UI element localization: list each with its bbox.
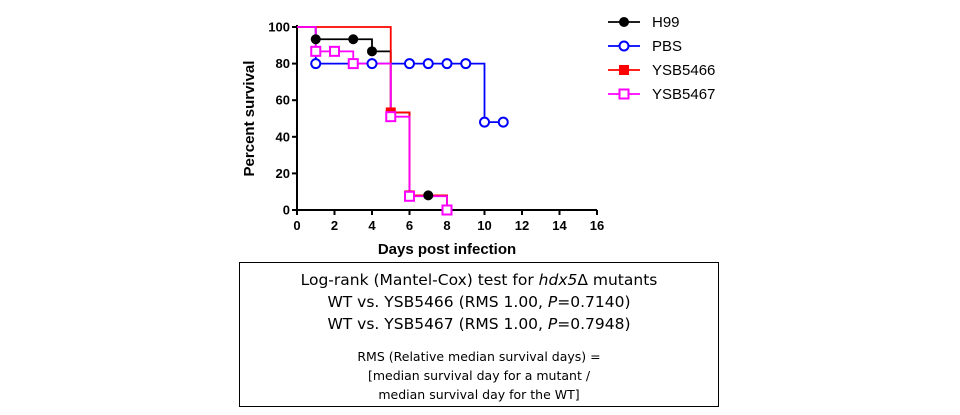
legend-label-ysb5466: YSB5466 <box>652 62 715 79</box>
stats-title-gene: hdx5 <box>538 271 578 289</box>
y-tick-label: 40 <box>276 129 290 144</box>
legend-marker-h99 <box>619 17 629 27</box>
data-point-pbs <box>441 58 453 70</box>
stats-row2-p: P <box>547 315 558 333</box>
data-point-pbs <box>404 58 415 70</box>
y-tick-label: 0 <box>283 203 290 218</box>
series-line-pbs <box>297 26 504 124</box>
rms-definition-line2: [median survival day for a mutant / <box>367 368 591 383</box>
x-tick-label: 2 <box>331 218 338 233</box>
data-point-pbs <box>310 58 322 70</box>
statistics-box: Log-rank (Mantel-Cox) test for hdx5Δ mut… <box>239 262 719 407</box>
stats-row-ysb5467: WT vs. YSB5467 (RMS 1.00, P=0.7948) <box>240 313 718 335</box>
x-tick-label: 16 <box>590 218 604 233</box>
data-point-ysb5467 <box>329 45 340 57</box>
stats-title: Log-rank (Mantel-Cox) test for hdx5Δ mut… <box>240 269 718 291</box>
y-tick-label: 20 <box>276 166 290 181</box>
legend-marker-ysb5467 <box>618 88 630 100</box>
data-point-ysb5467 <box>441 204 453 216</box>
data-point-ysb5467 <box>347 58 359 70</box>
x-tick-label: 10 <box>477 218 491 233</box>
data-point-pbs <box>460 58 472 70</box>
data-point-ysb5467 <box>310 45 322 57</box>
legend-label-h99: H99 <box>652 14 680 31</box>
data-point-pbs <box>479 116 490 128</box>
stats-title-suffix: Δ mutants <box>577 271 658 289</box>
x-tick-label: 12 <box>515 218 529 233</box>
data-point-h99 <box>348 34 359 45</box>
data-point-h99 <box>423 190 434 201</box>
y-axis-label: Percent survival <box>241 61 258 177</box>
x-tick-label: 8 <box>443 218 450 233</box>
legend-marker-ysb5466 <box>619 65 629 75</box>
y-tick-label: 80 <box>276 56 290 71</box>
survival-chart: 0 20 40 60 80 100 0 2 4 6 8 10 12 14 16 Days post infec… <box>241 14 715 258</box>
rms-definition-line1: RMS (Relative median survival days) = <box>357 349 601 364</box>
data-point-pbs <box>366 58 378 70</box>
data-point-pbs <box>422 58 434 70</box>
stats-row1-suffix: =0.7140) <box>557 293 631 311</box>
series-line-ysb5466 <box>297 26 448 210</box>
legend-label-pbs: PBS <box>652 38 682 55</box>
stats-row1-prefix: WT vs. YSB5466 (RMS 1.00, <box>327 293 548 311</box>
stats-row2-suffix: =0.7948) <box>557 315 631 333</box>
legend-marker-pbs <box>618 40 630 52</box>
y-tick-label: 60 <box>276 93 290 108</box>
x-tick-label: 6 <box>406 218 413 233</box>
x-tick-label: 14 <box>552 218 567 233</box>
stats-row-ysb5466: WT vs. YSB5466 (RMS 1.00, P=0.7140) <box>240 291 718 313</box>
stats-row2-prefix: WT vs. YSB5467 (RMS 1.00, <box>327 315 548 333</box>
data-point-h99 <box>367 46 377 57</box>
stats-row1-p: P <box>547 293 558 311</box>
y-tick-label: 100 <box>268 20 290 35</box>
rms-definition-line3: median survival day for the WT] <box>378 387 580 402</box>
stats-title-prefix: Log-rank (Mantel-Cox) test for <box>300 271 539 289</box>
data-point-h99 <box>310 34 321 45</box>
legend-label-ysb5467: YSB5467 <box>652 86 715 103</box>
data-point-pbs <box>497 116 509 128</box>
data-point-ysb5467 <box>385 111 397 123</box>
data-point-ysb5467 <box>404 190 415 202</box>
x-tick-label: 0 <box>293 218 300 233</box>
x-tick-label: 4 <box>368 218 376 233</box>
x-axis-label: Days post infection <box>378 241 516 258</box>
